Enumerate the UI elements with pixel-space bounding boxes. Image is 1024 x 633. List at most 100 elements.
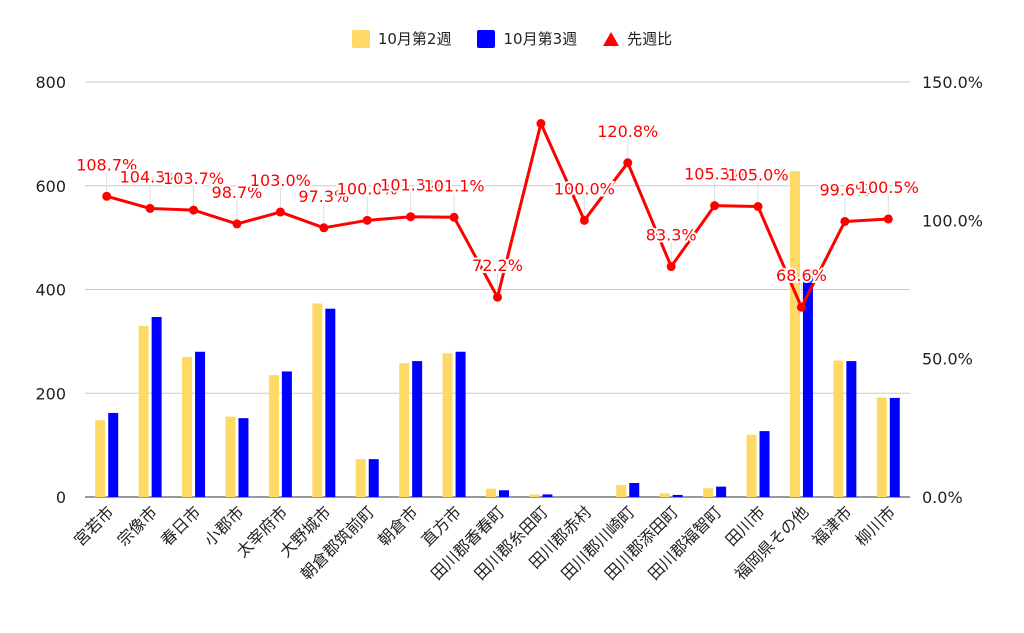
category-label: 朝倉市 [374, 502, 421, 549]
bar-series-2 [542, 494, 553, 497]
line-point [840, 216, 850, 226]
line-point [666, 262, 676, 272]
line-point [189, 205, 199, 215]
bar-series-2 [889, 397, 900, 497]
bar-series-1 [529, 494, 540, 497]
data-label: 97.3% [298, 187, 349, 206]
category-label: 福津市 [808, 502, 855, 549]
legend-swatch-series-2 [477, 29, 496, 48]
line-point [406, 212, 416, 222]
line-point [102, 191, 112, 201]
line-point [883, 214, 893, 224]
data-label-halo: 103.7% [163, 169, 224, 188]
line-point [536, 119, 546, 128]
line-point [493, 292, 502, 302]
line-point [753, 202, 763, 211]
bar-series-2 [455, 351, 466, 497]
line-point [796, 302, 806, 312]
data-label: 100.0% [554, 179, 615, 198]
bar-series-1 [616, 485, 627, 497]
data-label: 101.1% [424, 176, 485, 195]
data-label: 99.6% [819, 180, 870, 199]
legend-item-series-2[interactable]: 10月第3週 [477, 28, 577, 49]
bar-series-2 [802, 274, 813, 497]
category-label: 宮若市 [70, 502, 117, 549]
bar-series-2 [672, 494, 683, 497]
category-label: 宗像市 [114, 502, 161, 549]
category-label: 柳川市 [852, 502, 899, 549]
data-label-halo: 68.6% [776, 266, 827, 285]
data-label: 108.7% [76, 155, 137, 174]
left-tick-label: 0 [56, 488, 66, 507]
line-point [579, 215, 589, 225]
bar-series-1 [833, 360, 844, 497]
bar-series-1 [789, 171, 800, 497]
right-tick-label: 0.0% [922, 488, 963, 507]
bar-series-1 [442, 353, 453, 497]
bar-series-2 [716, 486, 727, 497]
left-tick-label: 200 [35, 384, 66, 403]
chart-legend: 10月第2週 10月第3週 先週比 [0, 28, 1024, 49]
data-label: 98.7% [212, 183, 263, 202]
data-label-halo: 120.8% [597, 122, 658, 141]
data-label: 104.3% [120, 167, 181, 186]
data-label-halo: 100.5% [858, 178, 919, 197]
legend-label-series-3: 先週比 [627, 30, 673, 48]
line-point [623, 158, 633, 168]
bar-series-1 [138, 325, 149, 497]
bar-series-2 [195, 351, 206, 497]
bar-series-2 [108, 412, 119, 497]
bar-series-1 [312, 303, 323, 497]
legend-label-series-2: 10月第3週 [503, 30, 578, 48]
category-label: 春日市 [157, 502, 204, 549]
data-label-halo: 101.1% [424, 176, 485, 195]
data-label: 103.0% [250, 171, 311, 190]
data-label: 105.0% [728, 166, 789, 185]
legend-item-series-3[interactable]: 先週比 [603, 28, 672, 49]
line-point [145, 203, 155, 213]
right-tick-label: 100.0% [922, 211, 983, 230]
data-label: 105.3% [684, 165, 745, 184]
data-label-halo: 108.7% [76, 155, 137, 174]
data-label: 83.3% [646, 226, 697, 245]
line-point [275, 207, 285, 217]
line-point [319, 223, 329, 233]
data-label-halo: 105.0% [728, 166, 789, 185]
right-tick-label: 150.0% [922, 73, 983, 92]
data-label-halo: 104.3% [120, 167, 181, 186]
data-label: 103.7% [163, 169, 224, 188]
left-tick-label: 800 [35, 73, 66, 92]
bar-series-2 [629, 482, 640, 497]
bar-series-2 [325, 308, 336, 497]
bar-series-2 [759, 431, 770, 497]
bar-series-1 [225, 416, 236, 497]
bar-series-1 [703, 488, 714, 497]
legend-swatch-series-1 [351, 29, 370, 48]
line-point [710, 201, 720, 211]
bar-series-1 [355, 459, 366, 497]
bar-series-1 [659, 493, 670, 497]
bar-series-1 [399, 363, 410, 497]
bar-series-2 [151, 316, 162, 497]
data-label-halo: 72.2% [472, 256, 523, 275]
legend-triangle-icon [603, 31, 620, 46]
data-label: 100.5% [858, 178, 919, 197]
data-label-halo: 103.0% [250, 171, 311, 190]
bar-series-1 [182, 356, 193, 497]
line-point [362, 215, 372, 225]
data-label: 72.2% [472, 256, 523, 275]
bar-series-2 [238, 418, 249, 497]
bar-series-1 [95, 420, 106, 497]
bar-series-2 [412, 361, 423, 497]
data-label-halo: 97.3% [298, 187, 349, 206]
data-label-halo: 99.6% [819, 180, 870, 199]
data-label: 120.8% [597, 122, 658, 141]
bar-series-1 [876, 397, 887, 497]
data-label: 68.6% [776, 266, 827, 285]
data-label: 100.0% [337, 179, 398, 198]
legend-item-series-1[interactable]: 10月第2週 [351, 28, 451, 49]
data-label: 101.3% [380, 176, 441, 195]
bar-series-2 [846, 361, 857, 497]
data-label-halo: 100.0% [337, 179, 398, 198]
